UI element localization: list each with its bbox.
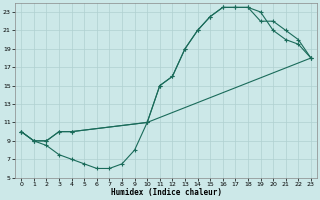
X-axis label: Humidex (Indice chaleur): Humidex (Indice chaleur) <box>111 188 221 197</box>
